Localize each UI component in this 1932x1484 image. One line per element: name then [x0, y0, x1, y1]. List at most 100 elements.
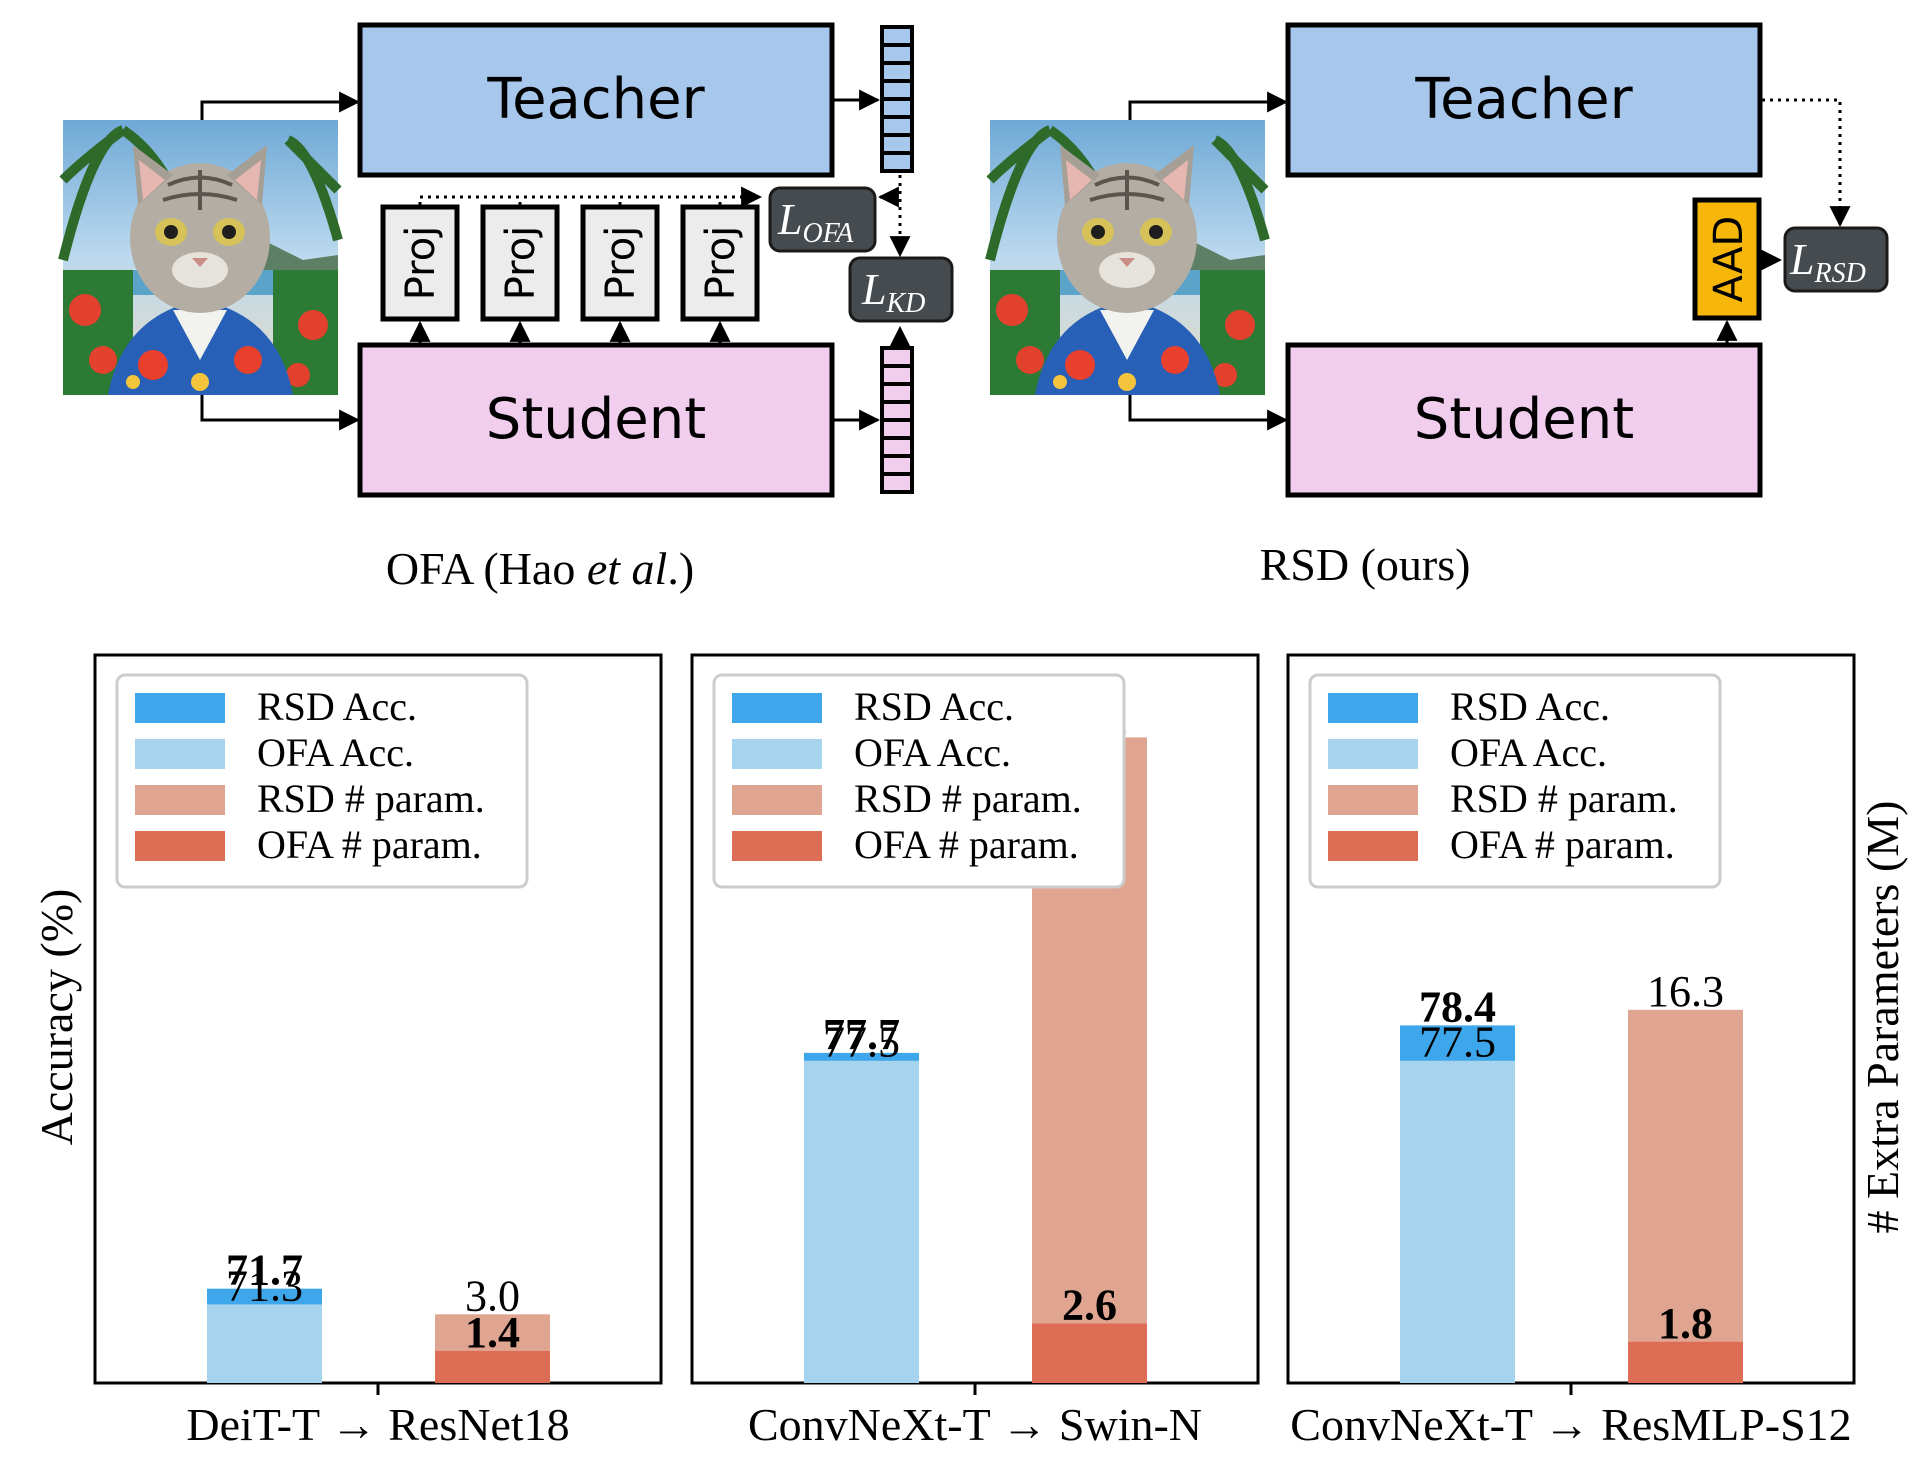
rsd-loss-label: LRSD	[1789, 235, 1866, 289]
rsd-loss-box: LRSD	[1783, 226, 1889, 293]
label-rsd-acc: 78.4	[1419, 982, 1496, 1031]
legend-swatch	[135, 693, 225, 723]
label-rsd-acc: 77.7	[823, 1010, 900, 1059]
legend-entry: RSD # param.	[854, 776, 1082, 821]
legend-entry: RSD Acc.	[257, 684, 417, 729]
feature-cell	[880, 382, 914, 404]
feature-cell	[880, 418, 914, 440]
rsd-aad-box: AAD	[1692, 197, 1762, 321]
ofa-teacher-label: Teacher	[486, 67, 705, 132]
feature-cell	[880, 25, 914, 47]
bar-ofa-param	[1628, 1009, 1743, 1383]
legend-entry: OFA # param.	[854, 822, 1079, 867]
rsd-student-box: Student	[1285, 342, 1763, 498]
legend-entry: OFA Acc.	[1450, 730, 1607, 775]
legend-swatch	[135, 785, 225, 815]
label-ofa-param: 16.3	[1647, 967, 1724, 1016]
rsd-dotted-teacher-to-loss	[1762, 98, 1851, 228]
label-rsd-param: 1.4	[465, 1308, 520, 1357]
x-axis-label: DeiT-T → ResNet18	[186, 1399, 569, 1450]
legend-swatch	[135, 831, 225, 861]
y-axis-label-accuracy: Accuracy (%)	[31, 889, 82, 1146]
rsd-arrow-to-student	[1128, 395, 1289, 431]
legend-entry: OFA Acc.	[257, 730, 414, 775]
legend-swatch	[1328, 739, 1418, 769]
bar-ofa-acc	[804, 1060, 919, 1383]
ofa-projectors: Proj Proj Proj Proj	[380, 204, 760, 345]
ofa-proj-box-2: Proj	[480, 204, 560, 345]
feature-cell	[880, 151, 914, 173]
feature-cell	[880, 472, 914, 494]
legend-entry: RSD # param.	[257, 776, 485, 821]
legend-swatch	[135, 739, 225, 769]
ofa-loss-ofa-box: LOFA	[768, 186, 877, 253]
rsd-teacher-box: Teacher	[1285, 22, 1763, 178]
label-ofa-param: 3.0	[465, 1271, 520, 1320]
ofa-arrow-to-student	[200, 395, 361, 431]
legend-entry: RSD # param.	[1450, 776, 1678, 821]
legend-swatch	[732, 693, 822, 723]
rsd-diagram: Teacher Student AAD LRSD RSD (ours)	[990, 22, 1889, 590]
feature-cell	[880, 43, 914, 65]
ofa-proj-box-3: Proj	[580, 204, 660, 345]
ofa-loss-kd-box: LKD	[848, 256, 954, 323]
ofa-student-box: Student	[357, 342, 835, 498]
legend-swatch	[732, 739, 822, 769]
rsd-caption: RSD (ours)	[1260, 539, 1471, 590]
rsd-teacher-label: Teacher	[1414, 67, 1633, 132]
legend: RSD Acc.OFA Acc.RSD # param.OFA # param.	[115, 673, 529, 889]
chart-3: 78.477.5 16.3 1.8 ConvNeXt-T → ResMLP-S12 RS…	[1286, 653, 1856, 1450]
rsd-aad-label: AAD	[1706, 216, 1752, 303]
feature-cell	[880, 133, 914, 155]
ofa-student-feature-vector	[880, 346, 914, 494]
legend-entry: OFA Acc.	[854, 730, 1011, 775]
feature-cell	[880, 400, 914, 422]
ofa-proj-label: Proj	[498, 226, 544, 301]
y-axis-label-params: # Extra Parameters (M)	[1857, 800, 1908, 1233]
legend-swatch	[1328, 693, 1418, 723]
rsd-input-image	[990, 120, 1265, 395]
ofa-loss-kd-label: LKD	[861, 265, 925, 319]
label-rsd-param: 2.6	[1062, 1280, 1117, 1329]
feature-cell	[880, 364, 914, 386]
feature-cell	[880, 115, 914, 137]
bar-ofa-acc	[1400, 1060, 1515, 1383]
ofa-proj-label: Proj	[698, 226, 744, 301]
label-rsd-acc: 71.7	[226, 1246, 303, 1295]
bar-rsd-param	[1032, 1323, 1147, 1383]
legend-entry: OFA # param.	[1450, 822, 1675, 867]
x-axis-label: ConvNeXt-T → ResMLP-S12	[1290, 1399, 1851, 1450]
legend-swatch	[1328, 785, 1418, 815]
ofa-proj-label: Proj	[598, 226, 644, 301]
feature-cell	[880, 79, 914, 101]
legend-entry: RSD Acc.	[854, 684, 1014, 729]
label-rsd-param: 1.8	[1658, 1299, 1713, 1348]
bar-rsd-param	[435, 1350, 550, 1383]
feature-cell	[880, 97, 914, 119]
ofa-proj-box-1: Proj	[380, 204, 460, 345]
ofa-loss-ofa-label: LOFA	[777, 195, 854, 249]
legend-swatch	[732, 785, 822, 815]
legend: RSD Acc.OFA Acc.RSD # param.OFA # param.	[1308, 673, 1722, 889]
legend-swatch	[732, 831, 822, 861]
label-ofa-acc: 77.5	[1419, 1018, 1496, 1067]
rsd-arrow-to-teacher	[1128, 91, 1289, 120]
ofa-caption: OFA (Hao et al.)	[386, 543, 694, 594]
feature-cell	[880, 346, 914, 368]
x-axis-label: ConvNeXt-T → Swin-N	[748, 1399, 1202, 1450]
ofa-dotted-proj-to-loss	[418, 186, 763, 208]
ofa-teacher-feature-vector	[880, 25, 914, 173]
legend: RSD Acc.OFA Acc.RSD # param.OFA # param.	[712, 673, 1126, 889]
feature-cell	[880, 61, 914, 83]
feature-cell	[880, 436, 914, 458]
legend-swatch	[1328, 831, 1418, 861]
bar-ofa-acc	[207, 1304, 322, 1383]
ofa-arrow-to-teacher	[200, 91, 361, 120]
rsd-student-label: Student	[1414, 387, 1634, 452]
ofa-input-image	[63, 120, 338, 395]
legend-entry: OFA # param.	[257, 822, 482, 867]
